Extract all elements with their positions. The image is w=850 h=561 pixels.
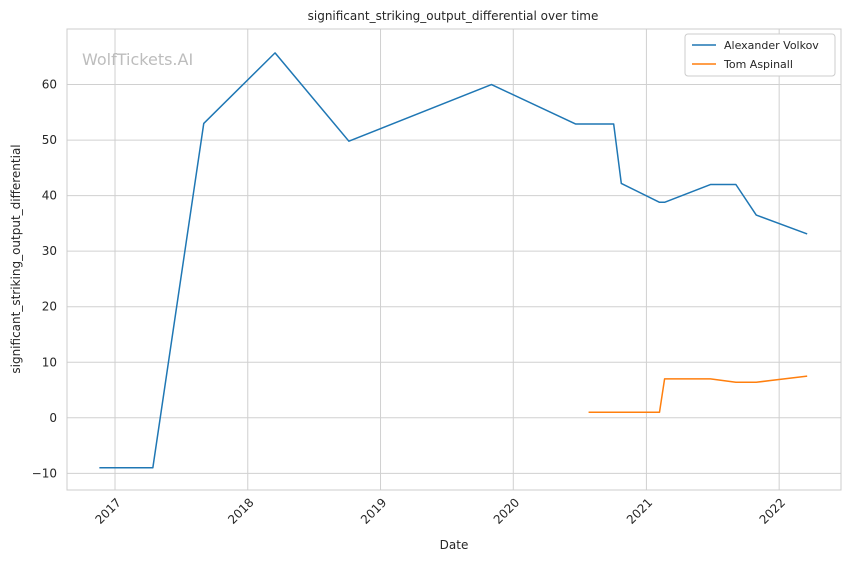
y-tick-label: 0 [49,411,57,425]
y-tick-label: 40 [42,189,57,203]
y-tick-label: −10 [32,466,57,480]
legend-box [684,33,836,77]
plot-frame [66,28,842,491]
y-tick-label: 50 [42,133,57,147]
grid [67,29,841,490]
legend-label-tom-aspinall: Tom Aspinall [723,58,793,71]
chart-title: significant_striking_output_differential… [308,9,599,23]
watermark: WolfTickets.AI [82,50,193,69]
series-line-tom-aspinall [588,375,808,413]
series-line-alexander-volkov [99,52,808,469]
y-tick-label: 20 [42,300,57,314]
series-lines [99,52,808,469]
x-axis-title: Date [440,538,469,552]
y-axis-title: significant_striking_output_differential [9,144,23,373]
y-tick-label: 30 [42,244,57,258]
legend: Alexander Volkov Tom Aspinall [684,33,836,77]
y-tick-label: 60 [42,78,57,92]
y-tick-label: 10 [42,355,57,369]
legend-label-alexander-volkov: Alexander Volkov [724,39,819,52]
plot-area [67,29,841,490]
